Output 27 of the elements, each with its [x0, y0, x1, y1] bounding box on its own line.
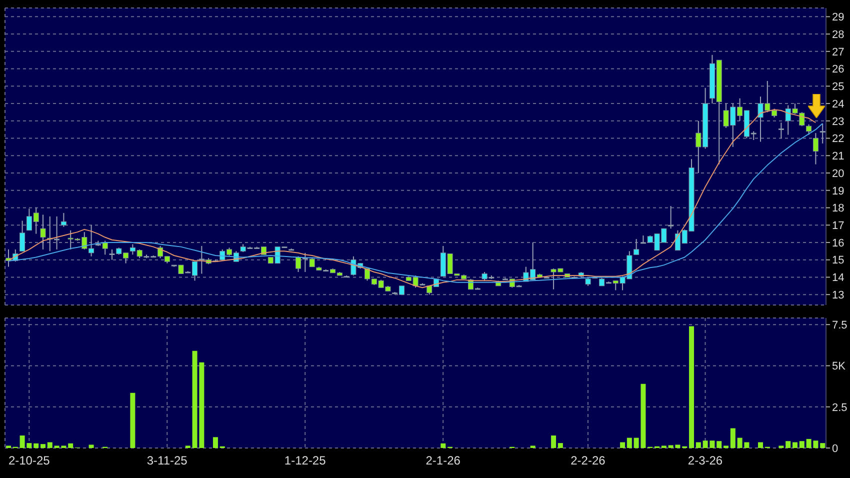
x-tick-label: 3-11-25	[146, 454, 188, 468]
x-tick-label: 2-10-25	[8, 454, 50, 468]
y-tick-label: 25	[832, 81, 844, 94]
y-tick-label: 2.5	[832, 402, 848, 414]
y-tick-label: 22	[832, 133, 844, 146]
y-tick-label: 26	[832, 64, 844, 76]
y-tick-label: 27	[832, 46, 844, 58]
x-tick-label: 2-1-26	[426, 454, 461, 468]
y-tick-label: 7.5	[832, 319, 848, 332]
y-tick-label: 23	[832, 116, 844, 128]
y-tick-label: 17	[832, 220, 844, 232]
y-tick-label: 24	[832, 98, 844, 110]
y-tick-label: 21	[832, 150, 844, 163]
y-tick-label: 20	[832, 168, 844, 180]
y-tick-label: 13	[832, 289, 844, 302]
y-tick-label: 15	[832, 254, 844, 267]
y-tick-label: 29	[832, 12, 844, 24]
x-tick-label: 1-12-25	[284, 454, 326, 468]
y-tick-label: 0	[832, 442, 838, 455]
y-tick-label: 16	[832, 237, 844, 250]
y-tick-label: 28	[832, 28, 844, 41]
y-tick-label: 18	[832, 202, 844, 215]
y-tick-label: 5K	[832, 360, 846, 373]
x-tick-label: 2-3-26	[688, 454, 723, 468]
y-tick-label: 19	[832, 185, 844, 198]
x-tick-label: 2-2-26	[570, 454, 606, 468]
y-tick-label: 14	[832, 272, 844, 284]
